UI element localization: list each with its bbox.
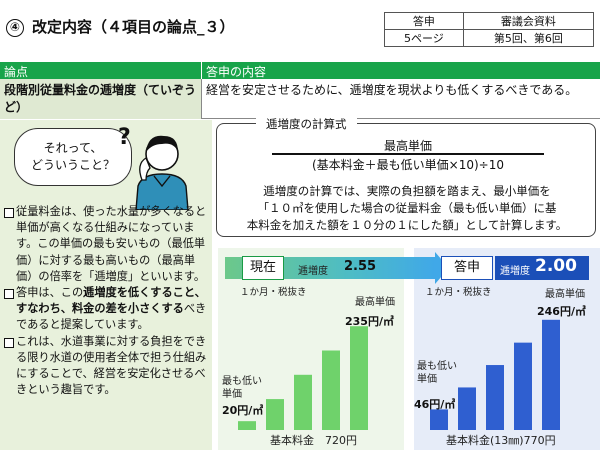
- issue-table-header: 論点 答申の内容: [0, 62, 600, 79]
- divider: [201, 79, 202, 119]
- bubble-line: それって、: [43, 141, 103, 155]
- current-bar-2: [266, 399, 284, 430]
- formula-denominator: (基本料金＋最も低い単価×10)÷10: [311, 158, 504, 172]
- thinking-person-icon: ?: [118, 125, 189, 210]
- proposed-bar-4: [514, 342, 532, 430]
- current-bar-5: [350, 326, 368, 430]
- table-row: 答申 審議会資料: [384, 12, 595, 30]
- reference-table: 答申 審議会資料 5ページ 第5回、第6回: [384, 12, 595, 47]
- formula-title: 逓増度の計算式: [256, 116, 357, 132]
- current-index-value: 2.55: [344, 259, 377, 274]
- description-line: 逓増度の計算では、実際の負担額を踏まえ、最小単価を: [263, 184, 551, 198]
- divider: [201, 62, 202, 79]
- svg-text:?: ?: [118, 125, 131, 150]
- issue-table-row: 段階別従量料金の逓増度（ていぞうど） 経営を安定させるために、逓増度を現状よりも…: [0, 79, 600, 119]
- current-base-label: 基本料金 720円: [270, 434, 357, 447]
- bullet-list: 従量料金は、使った水量が多くなると単価が高くなる仕組みになっています。この単価の…: [3, 204, 210, 398]
- description-line: 本料金を加えた額を１０分の１にした額」として計算します。: [246, 218, 568, 232]
- page-title: ④ 改定内容（４項目の論点_３）: [6, 16, 235, 37]
- bullet-text: 逓増度を低くすること、すなわち、料金の差を小さくする: [16, 286, 206, 316]
- bullet-text: べきであると提案しています。: [16, 302, 207, 332]
- proposed-index-badge: [495, 256, 589, 280]
- current-bar-4: [322, 350, 340, 430]
- current-bar-1: [238, 421, 256, 430]
- content-cell: 経営を安定させるために、逓増度を現状よりも低くするべきである。: [206, 83, 578, 97]
- current-tag: 現在: [242, 256, 284, 280]
- current-min-label: 最も低い単価: [222, 376, 262, 400]
- proposed-index-value: 2.00: [535, 256, 577, 276]
- formula-numerator: 最高単価: [383, 139, 432, 153]
- bullet-text: 従量料金は、使った水量が多くなると単価が高くなる仕組みになっています。この単価の…: [16, 205, 207, 283]
- proposed-max-label: 最高単価: [545, 289, 585, 300]
- column-header-issue: 論点: [4, 65, 29, 79]
- current-index-label: 逓増度: [298, 266, 328, 277]
- explanation-panel: それって、 どういうこと？ ? 従量料金は、使った水量が多くなると単価が高くなる…: [0, 120, 212, 450]
- section-number: ④: [6, 19, 24, 37]
- bullet-item: 従量料金は、使った水量が多くなると単価が高くなる仕組みになっています。この単価の…: [3, 204, 210, 285]
- current-bar-3: [294, 374, 312, 430]
- proposed-tag: 答申: [441, 256, 493, 280]
- ref-cell: 第5回、第6回: [462, 29, 595, 47]
- current-min-value: 20円/㎥: [222, 404, 264, 417]
- proposed-subtitle: １か月・税抜き: [425, 287, 492, 298]
- bullet-text: これは、水道事業に対する負担をできる限り水道の使用者全体で担う仕組みにすることで…: [16, 334, 207, 397]
- proposed-bar-5: [542, 319, 560, 430]
- current-max-label: 最高単価: [355, 297, 395, 308]
- bullet-item: 答申は、この逓増度を低くすること、すなわち、料金の差を小さくするべきであると提案…: [3, 285, 210, 334]
- proposed-base-label: 基本料金(13㎜)770円: [446, 434, 556, 447]
- proposed-bar-2: [458, 387, 476, 430]
- fraction-line: [272, 153, 544, 155]
- formula-description: 逓増度の計算では、実際の負担額を踏まえ、最小単価を 「１０㎥を使用した場合の従量…: [222, 183, 592, 234]
- page-title-text: 改定内容（４項目の論点_３）: [32, 18, 235, 36]
- formula-box: [216, 123, 596, 237]
- current-subtitle: １か月・税抜き: [240, 287, 307, 298]
- proposed-bar-3: [486, 365, 504, 430]
- proposed-index-label: 逓増度: [500, 266, 530, 277]
- proposed-max-value: 246円/㎥: [537, 305, 586, 318]
- proposed-bar-1: [430, 409, 448, 430]
- bullet-text: 答申は、この: [16, 286, 84, 300]
- speech-bubble: それって、 どういうこと？: [14, 128, 132, 186]
- table-row: 5ページ 第5回、第6回: [384, 29, 595, 47]
- bullet-item: これは、水道事業に対する負担をできる限り水道の使用者全体で担う仕組みにすることで…: [3, 334, 210, 399]
- description-line: 「１０㎥を使用した場合の従量料金（最も低い単価）に基: [257, 201, 557, 215]
- proposed-min-value: 46円/㎥: [414, 398, 456, 411]
- bubble-line: どういうこと？: [30, 158, 115, 172]
- proposed-min-label: 最も低い単価: [417, 361, 457, 385]
- current-max-value: 235円/㎥: [345, 315, 394, 328]
- column-header-content: 答申の内容: [206, 65, 267, 79]
- issue-cell: 段階別従量料金の逓増度（ていぞうど）: [0, 79, 201, 119]
- ref-cell: 5ページ: [384, 29, 464, 47]
